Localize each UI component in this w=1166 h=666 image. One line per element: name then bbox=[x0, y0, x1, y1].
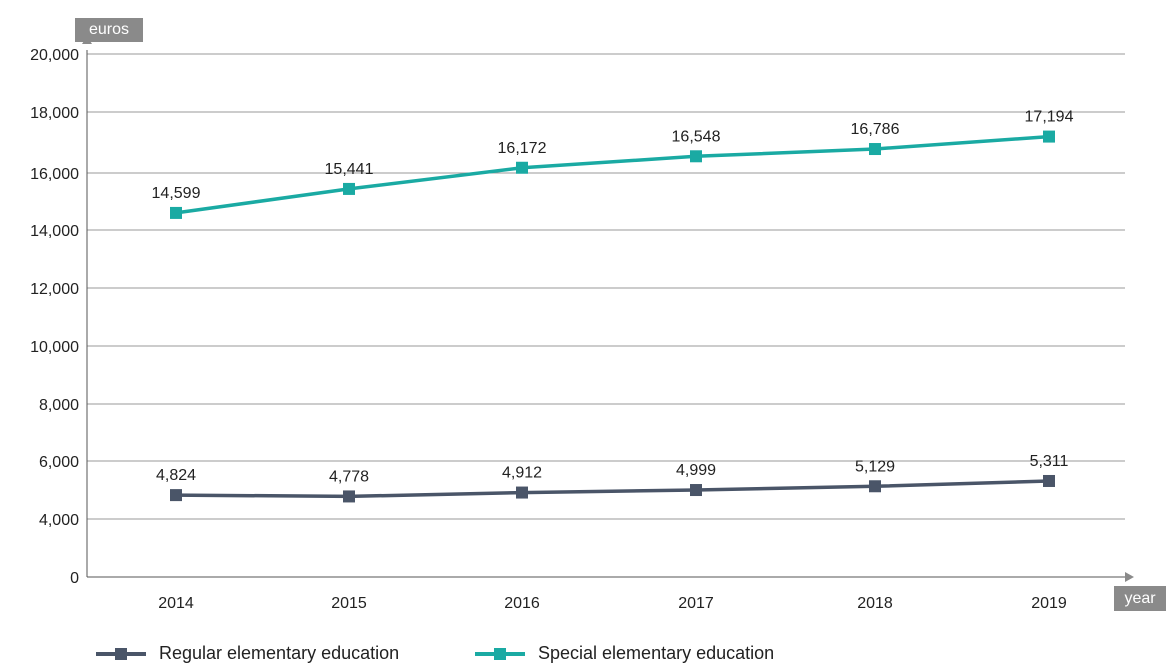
y-tick-label: 16,000 bbox=[30, 166, 79, 183]
x-axis-arrow-icon bbox=[1125, 572, 1134, 582]
x-tick-label: 2016 bbox=[504, 595, 540, 612]
data-point bbox=[343, 490, 355, 503]
data-label: 4,824 bbox=[156, 467, 196, 484]
x-axis-unit-tag: year bbox=[1114, 586, 1166, 611]
x-tick-label: 2014 bbox=[158, 595, 194, 612]
data-point bbox=[869, 143, 881, 156]
y-axis-unit-tag: euros bbox=[75, 18, 143, 42]
y-tick-label: 6,000 bbox=[39, 454, 79, 471]
y-tick-label: 0 bbox=[70, 570, 79, 587]
y-tick-label: 4,000 bbox=[39, 512, 79, 529]
series: 4,824 4,778 4,912 4,999 5,129 5,311 14,599 15,4… bbox=[152, 109, 1074, 503]
y-tick-label: 18,000 bbox=[30, 105, 79, 122]
legend-item-regular: Regular elementary education bbox=[96, 643, 399, 664]
y-axis-ticks: 0 4,000 6,000 8,000 10,000 12,000 14,000 16,000… bbox=[30, 47, 79, 587]
legend-label-special: Special elementary education bbox=[538, 643, 775, 663]
data-point bbox=[690, 150, 702, 163]
y-tick-label: 12,000 bbox=[30, 281, 79, 298]
data-label: 4,778 bbox=[329, 468, 369, 485]
legend-swatch-special bbox=[475, 645, 525, 663]
data-point bbox=[516, 486, 528, 499]
x-tick-label: 2019 bbox=[1031, 595, 1067, 612]
data-label: 15,441 bbox=[325, 161, 374, 178]
data-point bbox=[516, 161, 528, 174]
series-regular: 4,824 4,778 4,912 4,999 5,129 5,311 bbox=[156, 453, 1069, 503]
data-point bbox=[1043, 130, 1055, 143]
series-line bbox=[175, 134, 1050, 215]
data-label: 5,129 bbox=[855, 458, 895, 475]
data-label: 16,786 bbox=[851, 121, 900, 138]
series-special: 14,599 15,441 16,172 16,548 16,786 17,194 bbox=[152, 109, 1074, 219]
data-label: 16,172 bbox=[498, 140, 547, 157]
legend-label-regular: Regular elementary education bbox=[159, 643, 400, 663]
legend-swatch-regular bbox=[96, 645, 146, 663]
x-tick-label: 2018 bbox=[857, 595, 893, 612]
data-point bbox=[343, 182, 355, 195]
data-label: 14,599 bbox=[152, 185, 201, 202]
x-tick-label: 2017 bbox=[678, 595, 714, 612]
gridlines bbox=[87, 53, 1125, 520]
data-point bbox=[170, 206, 182, 219]
data-point bbox=[170, 489, 182, 502]
y-tick-label: 20,000 bbox=[30, 47, 79, 64]
y-tick-label: 10,000 bbox=[30, 339, 79, 356]
series-line bbox=[175, 479, 1050, 499]
y-tick-label: 8,000 bbox=[39, 397, 79, 414]
data-point bbox=[1043, 474, 1055, 487]
data-point bbox=[869, 480, 881, 493]
data-label: 17,194 bbox=[1025, 109, 1074, 126]
data-label: 16,548 bbox=[672, 128, 721, 145]
x-tick-label: 2015 bbox=[331, 595, 367, 612]
data-label: 5,311 bbox=[1030, 453, 1069, 470]
legend-item-special: Special elementary education bbox=[475, 643, 774, 664]
y-tick-label: 14,000 bbox=[30, 223, 79, 240]
data-label: 4,999 bbox=[676, 462, 716, 479]
data-point bbox=[690, 484, 702, 497]
data-label: 4,912 bbox=[502, 465, 542, 482]
x-axis-ticks: 2014 2015 2016 2017 2018 2019 bbox=[158, 595, 1067, 612]
